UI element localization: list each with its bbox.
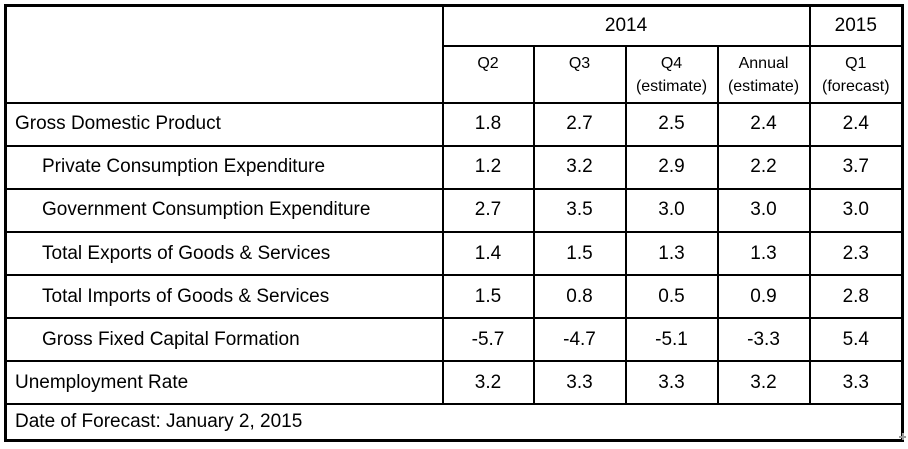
column-header-q4-estimate: Q4 (estimate) [624,44,719,104]
column-header-line1: Q2 [477,54,499,72]
autofill-handle-icon [899,433,907,441]
column-header-line1: Q4 [660,54,683,72]
value-cell: 2.8 [808,274,904,320]
column-header-q2: Q2 [441,44,535,104]
column-header-line1: Q1 [845,54,867,72]
column-header-line2: (forecast) [821,77,890,95]
value-cell: 1.2 [441,144,535,190]
column-header-line1: Q3 [568,54,591,72]
value-cell: 2.5 [624,101,719,147]
value-cell: 3.0 [716,187,811,233]
table-row-private-consumption: Private Consumption Expenditure 1.2 3.2 … [4,144,904,190]
value-cell: 0.8 [532,274,627,320]
value-cell: 3.2 [441,360,535,406]
value-cell: 1.5 [441,274,535,320]
row-label-header-blank [4,4,444,104]
value-cell: 2.4 [716,101,811,147]
value-cell: 2.7 [441,187,535,233]
column-header-line2: (estimate) [635,77,708,95]
row-label: Gross Fixed Capital Formation [4,317,444,363]
value-cell: 3.3 [532,360,627,406]
table-row-total-exports: Total Exports of Goods & Services 1.4 1.… [4,230,904,277]
value-cell: -3.3 [716,317,811,363]
table-row-gross-fixed-capital: Gross Fixed Capital Formation -5.7 -4.7 … [4,317,904,363]
year-header-row: 2014 2015 [4,4,904,104]
table-row-total-imports: Total Imports of Goods & Services 1.5 0.… [4,274,904,320]
column-header-line2: (estimate) [727,77,800,95]
quarter-header-row: Q2 Q3 Q4 (estimate) Annual (estimate) Q1 [6,44,904,104]
row-label: Unemployment Rate [4,360,444,406]
forecast-table: 2014 2015 Q2 Q3 Q4 (estimate) Annual [4,4,905,442]
footer-note: Date of Forecast: January 2, 2015 [4,403,904,442]
value-cell: 3.5 [532,187,627,233]
value-cell: 0.9 [716,274,811,320]
table-row-gdp: Gross Domestic Product 1.8 2.7 2.5 2.4 2… [4,101,904,147]
value-cell: 3.0 [624,187,719,233]
table-row-government-consumption: Government Consumption Expenditure 2.7 3… [4,187,904,233]
table-row-unemployment-rate: Unemployment Rate 3.2 3.3 3.3 3.2 3.3 [4,360,904,406]
column-header-annual-estimate: Annual (estimate) [716,44,811,104]
value-cell: 2.9 [624,144,719,190]
column-header-q1-forecast: Q1 (forecast) [808,44,904,104]
value-cell: -4.7 [532,317,627,363]
column-header-q3: Q3 [532,44,627,104]
value-cell: 2.7 [532,101,627,147]
footer-row: Date of Forecast: January 2, 2015 [4,403,904,442]
value-cell: 3.3 [808,360,904,406]
column-header-line1: Annual [738,54,789,72]
value-cell: -5.7 [441,317,535,363]
value-cell: 2.4 [808,101,904,147]
year-header-2014: 2014 [441,4,811,47]
value-cell: 3.0 [808,187,904,233]
value-cell: 0.5 [624,274,719,320]
row-label: Private Consumption Expenditure [4,144,444,190]
row-label: Gross Domestic Product [4,101,444,147]
value-cell: 3.2 [716,360,811,406]
value-cell: 1.5 [532,230,627,277]
value-cell: 5.4 [808,317,904,363]
value-cell: 3.3 [624,360,719,406]
value-cell: 1.8 [441,101,535,147]
value-cell: 1.3 [716,230,811,277]
value-cell: 1.4 [441,230,535,277]
value-cell: 2.3 [808,230,904,277]
value-cell: 2.2 [716,144,811,190]
row-label: Total Imports of Goods & Services [4,274,444,320]
row-label: Government Consumption Expenditure [4,187,444,233]
value-cell: 3.7 [808,144,904,190]
row-label: Total Exports of Goods & Services [4,230,444,277]
year-header-2015: 2015 [808,4,904,47]
value-cell: 3.2 [532,144,627,190]
value-cell: -5.1 [624,317,719,363]
value-cell: 1.3 [624,230,719,277]
